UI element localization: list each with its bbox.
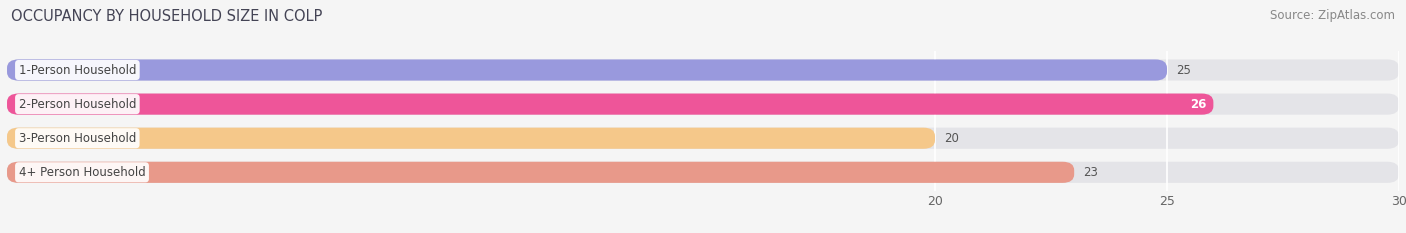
FancyBboxPatch shape xyxy=(7,128,935,149)
Text: 3-Person Household: 3-Person Household xyxy=(18,132,136,145)
Text: 20: 20 xyxy=(945,132,959,145)
FancyBboxPatch shape xyxy=(7,128,1399,149)
Text: 26: 26 xyxy=(1189,98,1206,111)
Text: OCCUPANCY BY HOUSEHOLD SIZE IN COLP: OCCUPANCY BY HOUSEHOLD SIZE IN COLP xyxy=(11,9,322,24)
FancyBboxPatch shape xyxy=(7,59,1399,81)
FancyBboxPatch shape xyxy=(7,162,1399,183)
Text: 1-Person Household: 1-Person Household xyxy=(18,64,136,76)
Text: 23: 23 xyxy=(1084,166,1098,179)
FancyBboxPatch shape xyxy=(7,162,1074,183)
FancyBboxPatch shape xyxy=(7,93,1213,115)
Text: 2-Person Household: 2-Person Household xyxy=(18,98,136,111)
FancyBboxPatch shape xyxy=(7,93,1399,115)
FancyBboxPatch shape xyxy=(7,59,1167,81)
Text: Source: ZipAtlas.com: Source: ZipAtlas.com xyxy=(1270,9,1395,22)
Text: 4+ Person Household: 4+ Person Household xyxy=(18,166,145,179)
Text: 25: 25 xyxy=(1177,64,1191,76)
